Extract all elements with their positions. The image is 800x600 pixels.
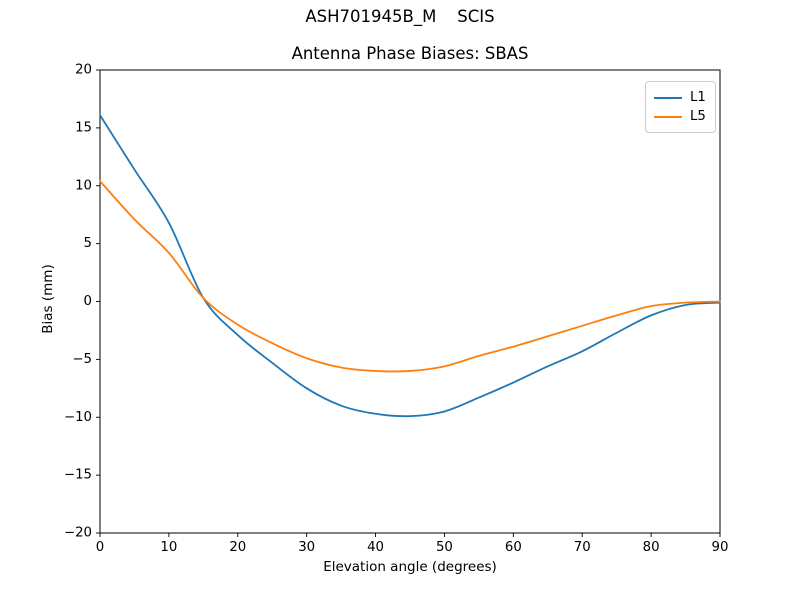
axes-frame (99, 69, 721, 534)
series-line-l5 (99, 180, 721, 373)
legend-item-l1: L1 (654, 88, 706, 107)
y-tick-label: −15 (64, 468, 92, 483)
x-tick-label: 50 (436, 540, 453, 555)
x-tick-label: 40 (367, 540, 384, 555)
legend-item-l5: L5 (654, 107, 706, 126)
y-tick-label: 15 (75, 120, 92, 135)
x-tick-label: 60 (505, 540, 522, 555)
series-line-l1 (99, 114, 721, 418)
legend-label-l1: L1 (690, 89, 706, 105)
x-tick-label: 80 (643, 540, 660, 555)
x-tick-label: 30 (298, 540, 315, 555)
y-tick-label: −20 (64, 526, 92, 541)
y-tick-label: −5 (72, 352, 92, 367)
legend-line-sample-l1 (654, 96, 682, 99)
y-tick-label: 10 (75, 178, 92, 193)
x-tick-label: 90 (712, 540, 729, 555)
y-tick-label: 5 (84, 236, 92, 251)
figure-suptitle: ASH701945B_M SCIS (305, 7, 495, 26)
x-axis-label: Elevation angle (degrees) (323, 559, 497, 575)
axes-title: Antenna Phase Biases: SBAS (291, 44, 529, 63)
x-tick-label: 0 (96, 540, 104, 555)
y-tick-label: 20 (75, 63, 92, 78)
legend-line-sample-l5 (654, 115, 682, 118)
legend: L1 L5 (645, 81, 716, 133)
y-tick-label: 0 (84, 294, 92, 309)
y-tick-label: −10 (64, 410, 92, 425)
x-tick-label: 20 (229, 540, 246, 555)
x-tick-label: 10 (160, 540, 177, 555)
legend-label-l5: L5 (690, 108, 706, 124)
x-tick-label: 70 (574, 540, 591, 555)
y-axis-label: Bias (mm) (40, 264, 56, 334)
